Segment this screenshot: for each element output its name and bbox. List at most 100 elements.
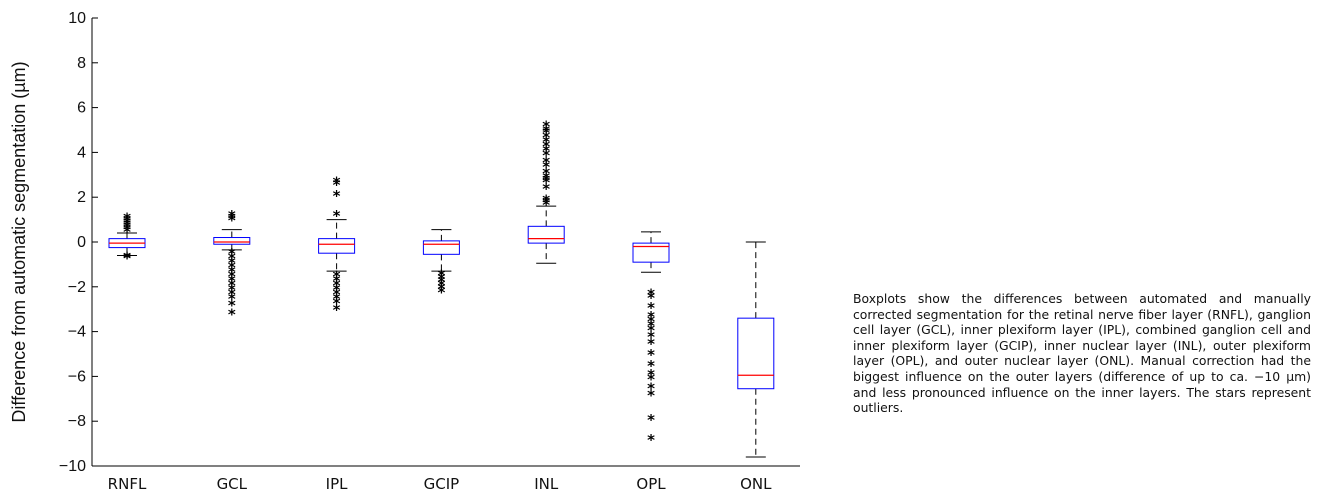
outlier-star: *: [228, 263, 236, 281]
y-axis-label: Difference from automatic segmentation (…: [9, 61, 29, 422]
box-iqr: [527, 225, 565, 244]
outlier-star: *: [542, 169, 550, 187]
box-iqr: [213, 237, 251, 245]
outlier-star: *: [647, 308, 655, 326]
axes: 10 8 6 4 2 0 −2 −4 −6 −8 −10: [59, 10, 800, 475]
outlier-star: *: [123, 223, 131, 241]
box-iqr: [632, 242, 670, 263]
outlier-star: *: [647, 386, 655, 404]
outlier-star: *: [228, 281, 236, 299]
outlier-star: *: [333, 272, 341, 290]
x-tick-label: ONL: [740, 475, 772, 493]
outlier-star: *: [437, 266, 445, 284]
outlier-star: *: [542, 158, 550, 176]
outlier-star: *: [542, 165, 550, 183]
y-tick-label: 6: [77, 100, 86, 117]
box-ipl: IPL************: [318, 174, 356, 493]
y-tick-label: −6: [68, 368, 86, 385]
outlier-star: *: [123, 221, 131, 239]
outlier-star: *: [437, 270, 445, 288]
outlier-star: *: [228, 254, 236, 272]
outlier-star: *: [647, 366, 655, 384]
outlier-star: *: [228, 290, 236, 308]
outlier-star: *: [333, 290, 341, 308]
outlier-star: *: [542, 191, 550, 209]
outlier-star: *: [542, 142, 550, 160]
box-iqr: [318, 238, 356, 254]
outlier-star: *: [647, 411, 655, 429]
box-iqr: [737, 317, 775, 390]
outlier-star: *: [542, 122, 550, 140]
x-tick-label: INL: [534, 475, 559, 493]
outlier-star: *: [228, 272, 236, 290]
outlier-star: *: [123, 209, 131, 227]
outlier-star: *: [647, 299, 655, 317]
outlier-star: *: [647, 328, 655, 346]
outlier-star: *: [228, 277, 236, 295]
outlier-star: *: [647, 371, 655, 389]
outlier-star: *: [647, 431, 655, 449]
outlier-star: *: [333, 294, 341, 312]
outlier-star: *: [333, 268, 341, 286]
outlier-star: *: [647, 380, 655, 398]
box-gcip: GCIP******: [422, 229, 460, 493]
outlier-star: *: [647, 346, 655, 364]
box-opl: OPL*****************: [632, 231, 670, 493]
outlier-star: *: [542, 180, 550, 198]
outlier-star: *: [228, 268, 236, 286]
outlier-star: *: [123, 250, 131, 268]
outlier-star: *: [542, 118, 550, 136]
box-onl: ONL: [737, 241, 775, 493]
outlier-star: *: [542, 174, 550, 192]
x-tick-label: OPL: [636, 475, 666, 493]
outlier-star: *: [123, 216, 131, 234]
boxes-layer: RNFL*********GCL****************IPL*****…: [108, 118, 775, 493]
outlier-star: *: [647, 357, 655, 375]
outlier-star: *: [228, 245, 236, 263]
outlier-star: *: [333, 286, 341, 304]
outlier-star: *: [333, 187, 341, 205]
outlier-star: *: [437, 280, 445, 298]
y-tick-label: 8: [77, 55, 86, 72]
y-tick-label: −4: [68, 324, 86, 341]
outlier-star: *: [542, 138, 550, 156]
outlier-star: *: [647, 335, 655, 353]
box-iqr: [422, 240, 460, 255]
outlier-star: *: [123, 214, 131, 232]
outlier-star: *: [123, 249, 131, 267]
outlier-star: *: [228, 259, 236, 277]
outlier-star: *: [333, 301, 341, 319]
outlier-star: *: [437, 283, 445, 301]
outlier-star: *: [228, 207, 236, 225]
outlier-star: *: [123, 218, 131, 236]
outlier-star: *: [333, 281, 341, 299]
outlier-star: *: [437, 273, 445, 291]
outlier-star: *: [228, 286, 236, 304]
outlier-star: *: [437, 277, 445, 295]
outlier-star: *: [542, 196, 550, 214]
outlier-star: *: [333, 207, 341, 225]
outlier-star: *: [542, 129, 550, 147]
outlier-star: *: [647, 321, 655, 339]
outlier-star: *: [542, 133, 550, 151]
figure-caption: Boxplots show the differences between au…: [853, 291, 1311, 416]
y-tick-label: 0: [77, 234, 86, 251]
outlier-star: *: [542, 171, 550, 189]
outlier-star: *: [333, 277, 341, 295]
x-tick-label: RNFL: [108, 475, 147, 493]
x-tick-label: GCL: [217, 475, 248, 493]
y-tick-label: −10: [59, 458, 86, 475]
outlier-star: *: [228, 306, 236, 324]
outlier-star: *: [647, 289, 655, 307]
outlier-star: *: [647, 312, 655, 330]
outlier-star: *: [542, 147, 550, 165]
box-inl: INL******************: [527, 118, 565, 493]
x-tick-label: GCIP: [424, 475, 460, 493]
box-gcl: GCL****************: [213, 207, 251, 493]
box-rnfl: RNFL*********: [108, 209, 147, 493]
y-tick-label: 4: [77, 144, 86, 161]
y-tick-label: 10: [68, 10, 86, 27]
outlier-star: *: [123, 212, 131, 230]
outlier-star: *: [228, 212, 236, 230]
